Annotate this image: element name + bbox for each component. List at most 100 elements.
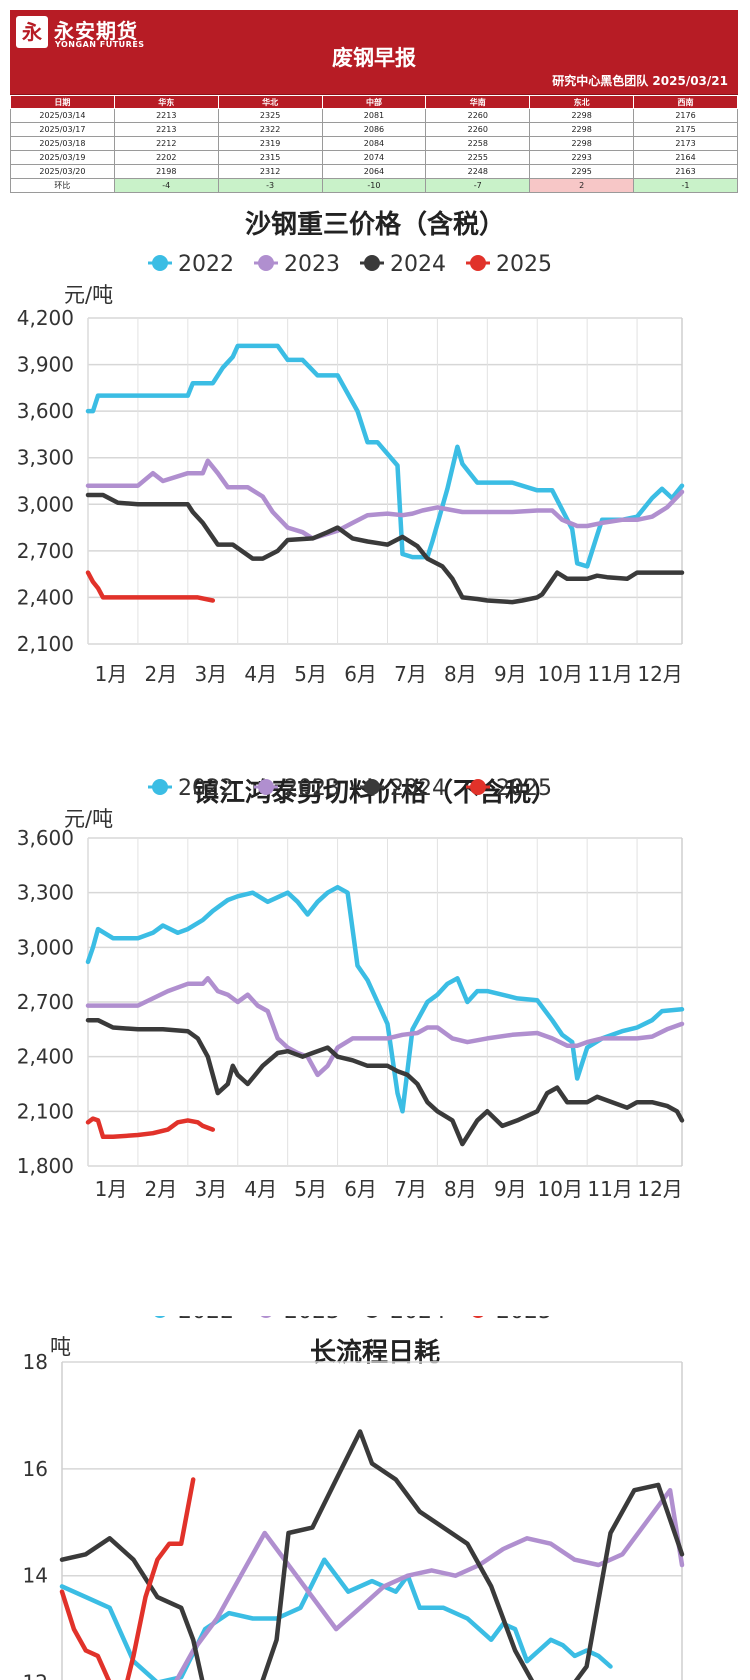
- legend-label: 2022: [178, 776, 234, 801]
- legend-marker: [260, 1316, 272, 1318]
- legend-label: 2024: [390, 252, 446, 277]
- legend-marker: [152, 255, 168, 271]
- table-header-cell: 中部: [321, 95, 427, 109]
- legend-marker: [364, 255, 380, 271]
- change-cell: -3: [217, 178, 323, 193]
- x-tick-label: 1月: [95, 1177, 128, 1201]
- x-tick-label: 2月: [145, 662, 178, 686]
- table-cell: 2176: [633, 108, 738, 123]
- table-cell: 2248: [425, 164, 531, 179]
- series-line-2025: [85, 570, 216, 603]
- series-line-2022: [85, 884, 685, 1114]
- series-line-2023: [174, 1487, 685, 1680]
- report-title: 废钢早报: [332, 46, 416, 70]
- table-row: 2025/03/18 2212 2319 2084 2258 2298 2173: [10, 136, 738, 151]
- x-tick-label: 7月: [394, 1177, 427, 1201]
- table-cell: 2084: [321, 136, 427, 151]
- table-cell: 2255: [425, 150, 531, 165]
- table-header-cell: 华南: [425, 95, 531, 109]
- table-cell: 2260: [425, 122, 531, 137]
- table-cell: 2298: [529, 108, 635, 123]
- y-tick-label: 3,000: [17, 935, 74, 959]
- series-line-2024: [85, 1017, 685, 1147]
- legend-marker: [470, 779, 486, 795]
- price-table: 日期 华东 华北 中部 华南 东北 西南 2025/03/14 2213 232…: [10, 95, 738, 193]
- zhenjiang-price-chart: 镇江鸿泰剪切料价格（不含税） 1,8002,1002,4002,7003,000…: [0, 756, 750, 1286]
- y-tick-label: 14: [23, 1564, 48, 1588]
- table-cell: 2164: [633, 150, 738, 165]
- report-meta: 研究中心黑色团队 2025/03/21: [552, 74, 728, 88]
- y-tick-label: 2,100: [17, 1099, 74, 1123]
- table-header-cell: 西南: [633, 95, 738, 109]
- table-cell: 2325: [217, 108, 323, 123]
- y-tick-label: 2,700: [17, 539, 74, 563]
- y-tick-label: 3,600: [17, 826, 74, 850]
- table-cell: 2322: [217, 122, 323, 137]
- table-cell: 2319: [217, 136, 323, 151]
- x-tick-label: 3月: [194, 1177, 227, 1201]
- x-tick-label: 8月: [444, 1177, 477, 1201]
- table-cell: 2175: [633, 122, 738, 137]
- table-row: 2025/03/14 2213 2325 2081 2260 2298 2176: [10, 108, 738, 123]
- table-change-row: 环比 -4 -3 -10 -7 2 -1: [10, 178, 738, 193]
- x-tick-label: 5月: [294, 1177, 327, 1201]
- table-cell: 2298: [529, 122, 635, 137]
- legend-label: 2022: [178, 1316, 234, 1324]
- table-cell: 2212: [113, 136, 219, 151]
- legend-marker: [152, 779, 168, 795]
- legend-marker: [472, 1316, 484, 1318]
- y-tick-label: 3,300: [17, 446, 74, 470]
- table-cell: 2074: [321, 150, 427, 165]
- table-cell: 2086: [321, 122, 427, 137]
- table-header-cell: 东北: [529, 95, 635, 109]
- x-tick-label: 12月: [637, 1177, 682, 1201]
- x-tick-label: 4月: [244, 662, 277, 686]
- table-header-cell: 日期: [10, 95, 115, 109]
- legend: 2022 2023 2024 2025: [148, 776, 552, 801]
- legend-marker: [366, 1316, 378, 1318]
- legend: 2022 2023 2024 2025: [154, 1316, 552, 1324]
- y-tick-label: 2,400: [17, 1045, 74, 1069]
- brand-name-cn: 永安期货: [54, 19, 138, 43]
- y-axis-unit: 元/吨: [64, 283, 113, 307]
- x-tick-label: 12月: [637, 662, 682, 686]
- series-line-2024: [59, 1429, 685, 1680]
- y-tick-label: 2,700: [17, 990, 74, 1014]
- legend-label: 2023: [284, 776, 340, 801]
- table-cell: 2213: [113, 108, 219, 123]
- y-tick-label: 3,900: [17, 353, 74, 377]
- logo-glyph: 永: [22, 20, 42, 44]
- table-cell: 2298: [529, 136, 635, 151]
- chart-svg: 2,100 2,400 2,700 3,000 3,300 3,600 3,900 4,200…: [17, 252, 685, 686]
- table-cell: 2198: [113, 164, 219, 179]
- legend-label: 2022: [178, 252, 234, 277]
- legend-marker: [258, 779, 274, 795]
- legend-marker: [154, 1316, 166, 1318]
- chart-title: 长流程日耗: [309, 1338, 440, 1368]
- x-tick-label: 7月: [394, 662, 427, 686]
- legend-marker: [364, 779, 380, 795]
- brand-name-en: YONGAN FUTURES: [55, 40, 145, 49]
- legend-label: 2025: [496, 776, 552, 801]
- table-header-cell: 华东: [113, 95, 219, 109]
- chart-svg: 1,800 2,100 2,400 2,700 3,000 3,300 3,600 1月 2月 3…: [17, 776, 685, 1201]
- table-cell: 2025/03/20: [10, 164, 115, 179]
- legend-marker: [258, 255, 274, 271]
- daily-consumption-chart: 长流程日耗 12 14 16 18吨 2022 2023 2024 2025: [0, 1316, 750, 1680]
- change-cell: -10: [321, 178, 427, 193]
- table-cell: 2315: [217, 150, 323, 165]
- x-tick-label: 6月: [344, 662, 377, 686]
- y-tick-label: 4,200: [17, 306, 74, 330]
- series-line-2024: [85, 492, 685, 605]
- change-cell: -7: [425, 178, 531, 193]
- chart-title: 沙钢重三价格（含税）: [244, 210, 505, 240]
- shagang-price-chart: 沙钢重三价格（含税） 2,100 2,400 2,700 3,000 3,300 3,60…: [0, 196, 750, 716]
- y-tick-label: 16: [23, 1457, 48, 1481]
- x-tick-label: 9月: [494, 1177, 527, 1201]
- y-tick-label: 3,000: [17, 492, 74, 516]
- y-axis-unit: 吨: [50, 1335, 71, 1359]
- legend-label: 2025: [496, 252, 552, 277]
- table-row: 2025/03/20 2198 2312 2064 2248 2295 2163: [10, 164, 738, 179]
- change-cell: -1: [633, 178, 738, 193]
- table-header-row: 日期 华东 华北 中部 华南 东北 西南: [10, 95, 738, 109]
